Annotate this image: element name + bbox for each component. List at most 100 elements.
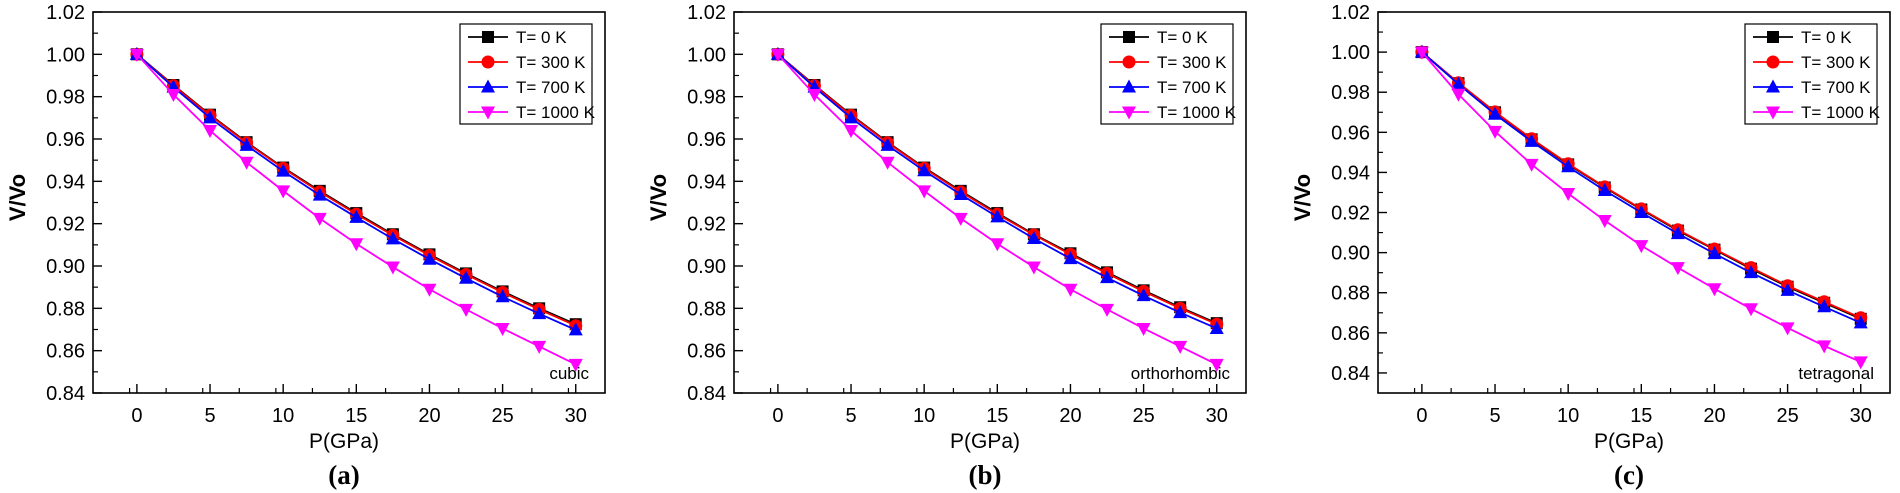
y-tick-label: 0.88 <box>46 298 85 320</box>
x-axis-label: P(GPa) <box>950 430 1020 453</box>
series-3 <box>770 48 1224 372</box>
x-tick-label: 20 <box>1059 405 1081 427</box>
panel-label: (b) <box>969 460 1002 490</box>
data-point <box>532 306 547 320</box>
series-2 <box>1414 44 1868 329</box>
legend-label: T= 700 K <box>1801 78 1871 97</box>
data-point <box>312 212 327 226</box>
legend-label: T= 300 K <box>1801 53 1871 72</box>
data-point <box>1634 205 1649 219</box>
legend: T= 0 K T= 300 K T= 700 K T= 1000 K <box>1100 23 1237 125</box>
y-tick-label: 0.84 <box>687 383 726 405</box>
legend-marker <box>1767 31 1779 43</box>
data-point <box>1100 270 1115 284</box>
legend-label: T= 0 K <box>516 28 567 47</box>
data-point <box>1173 340 1188 354</box>
x-tick-label: 0 <box>772 405 783 427</box>
legend-label: T= 300 K <box>1157 53 1227 72</box>
data-point <box>276 163 291 177</box>
y-tick-label: 0.88 <box>687 298 726 320</box>
y-tick-label: 1.00 <box>687 44 726 66</box>
y-axis-label: V/Vo <box>1290 174 1315 221</box>
data-point <box>1707 283 1722 297</box>
chart-panel-0: 0.84 0.86 0.88 0.90 0.92 0.94 0.96 0.98 1.00 1.02… <box>5 2 606 490</box>
y-tick-label: 0.92 <box>1331 203 1370 225</box>
x-tick-label: 30 <box>565 405 587 427</box>
data-point <box>880 156 895 170</box>
data-point <box>349 238 364 252</box>
data-point <box>495 289 510 303</box>
legend-label: T= 700 K <box>516 78 586 97</box>
data-point <box>1853 315 1868 329</box>
y-tick-label: 0.88 <box>1331 283 1370 305</box>
data-point <box>807 89 822 103</box>
x-tick-label: 10 <box>272 405 294 427</box>
y-tick-label: 0.86 <box>687 341 726 363</box>
structure-annotation: tetragonal <box>1798 364 1874 383</box>
x-axis-label: P(GPa) <box>1594 430 1664 453</box>
y-tick-label: 0.98 <box>687 87 726 109</box>
series-3 <box>1414 46 1868 370</box>
data-point <box>1744 303 1759 317</box>
y-tick-label: 0.92 <box>46 214 85 236</box>
y-tick-label: 0.86 <box>1331 323 1370 345</box>
x-tick-label: 15 <box>986 405 1008 427</box>
data-point <box>422 251 437 265</box>
y-tick-label: 0.94 <box>687 171 726 193</box>
data-point <box>495 322 510 336</box>
data-point <box>1173 305 1188 319</box>
data-point <box>1063 283 1078 297</box>
data-point <box>1026 261 1041 275</box>
y-tick-label: 0.84 <box>1331 363 1370 385</box>
data-point <box>568 358 583 372</box>
data-point <box>1136 288 1151 302</box>
data-point <box>1780 282 1795 296</box>
data-point <box>459 270 474 284</box>
data-point <box>166 89 181 103</box>
y-tick-label: 0.90 <box>46 256 85 278</box>
panel-label: (c) <box>1614 460 1644 490</box>
legend-label: T= 0 K <box>1801 28 1852 47</box>
data-point <box>385 231 400 245</box>
panel-label: (a) <box>328 460 359 490</box>
data-point <box>1451 76 1466 90</box>
data-point <box>422 283 437 297</box>
data-point <box>1670 226 1685 240</box>
data-point <box>770 48 785 62</box>
data-point <box>917 185 932 199</box>
legend-marker <box>1122 79 1136 93</box>
data-point <box>1136 322 1151 336</box>
x-tick-label: 25 <box>1132 405 1154 427</box>
data-point <box>1853 356 1868 370</box>
y-axis-label: V/Vo <box>646 174 671 221</box>
data-point <box>1561 187 1576 201</box>
x-tick-label: 30 <box>1850 405 1872 427</box>
legend-label: T= 1000 K <box>1801 103 1881 122</box>
y-tick-label: 0.98 <box>1331 82 1370 104</box>
legend-marker <box>1766 55 1780 69</box>
series-3 <box>129 48 583 372</box>
legend-label: T= 700 K <box>1157 78 1227 97</box>
x-tick-label: 30 <box>1206 405 1228 427</box>
data-point <box>1597 215 1612 229</box>
data-point <box>1524 158 1539 172</box>
data-point <box>1561 159 1576 173</box>
y-tick-label: 1.02 <box>687 2 726 24</box>
structure-annotation: orthorhombic <box>1131 364 1231 383</box>
legend: T= 0 K T= 300 K T= 700 K T= 1000 K <box>1744 23 1881 125</box>
legend-marker <box>1766 106 1780 120</box>
y-tick-label: 0.84 <box>46 383 85 405</box>
legend-marker <box>482 31 494 43</box>
x-tick-label: 5 <box>845 405 856 427</box>
data-point <box>385 261 400 275</box>
y-tick-label: 1.02 <box>46 2 85 24</box>
data-point <box>1524 133 1539 147</box>
x-tick-label: 10 <box>913 405 935 427</box>
y-tick-label: 0.96 <box>1331 122 1370 144</box>
legend-marker <box>1766 79 1780 93</box>
legend-label: T= 300 K <box>516 53 586 72</box>
chart-panel-2: 0.84 0.86 0.88 0.90 0.92 0.94 0.96 0.98 1.00 1.02… <box>1290 2 1891 490</box>
data-point <box>1451 88 1466 102</box>
x-tick-label: 20 <box>418 405 440 427</box>
x-tick-label: 15 <box>1630 405 1652 427</box>
